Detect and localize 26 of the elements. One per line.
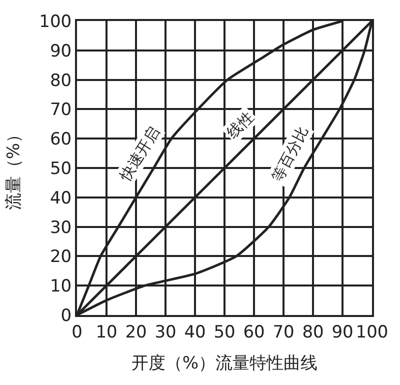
y-tick-label: 40 <box>50 188 72 208</box>
x-tick-label: 40 <box>184 322 206 342</box>
y-axis-title: 流量（%） <box>4 126 24 210</box>
x-tick-label: 10 <box>96 322 118 342</box>
y-tick-label: 0 <box>60 306 72 326</box>
y-tick-label: 70 <box>50 100 72 120</box>
text: 线性 <box>223 108 258 142</box>
x-tick-label: 70 <box>272 322 294 342</box>
x-axis-title: 开度（%）流量特性曲线 <box>131 353 318 374</box>
y-tick-label: 50 <box>50 158 72 179</box>
text: 快速开启 <box>116 124 164 185</box>
x-tick-label: 60 <box>243 322 265 342</box>
x-tick-label: 30 <box>154 322 176 342</box>
x-tick-label: 80 <box>302 322 324 342</box>
y-tick-label: 100 <box>39 12 72 32</box>
x-tick-label: 100 <box>356 322 388 342</box>
y-tick-label: 20 <box>50 247 72 268</box>
y-tick-label: 30 <box>50 218 72 238</box>
x-tick-label: 20 <box>125 322 147 342</box>
text: 等百分比 <box>268 123 312 185</box>
x-tick-label: 90 <box>332 322 354 342</box>
y-tick-label: 80 <box>50 70 72 91</box>
x-tick-label: 50 <box>214 322 236 342</box>
y-tick-label: 60 <box>50 130 72 150</box>
y-tick-label: 90 <box>50 41 72 62</box>
y-tick-label: 10 <box>50 276 72 297</box>
